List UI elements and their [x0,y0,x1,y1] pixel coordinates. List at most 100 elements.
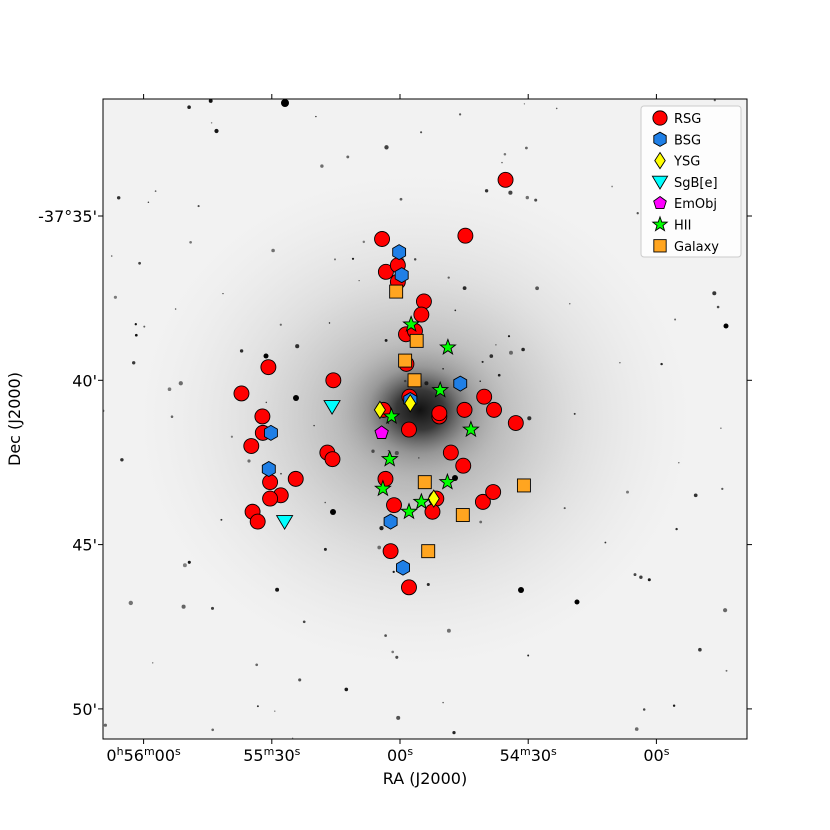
data-point [400,502,418,520]
field-star [110,255,113,257]
field-star [563,507,566,510]
data-point [394,267,409,284]
field-star [279,323,282,326]
data-point [457,227,474,244]
field-star [167,387,172,392]
field-star [187,105,191,109]
field-star [507,335,511,338]
field-star [534,198,538,202]
field-star [134,333,138,337]
field-star [315,115,317,118]
data-point [396,559,410,576]
field-star [501,161,503,164]
field-star [446,628,451,633]
data-point [392,244,407,261]
field-star [523,103,526,105]
field-star [634,727,639,731]
field-star [454,309,457,312]
field-star [265,401,268,404]
legend-label: Galaxy [674,240,719,255]
legend-label: EmObj [674,197,717,212]
data-point [402,315,420,332]
field-star [693,493,698,498]
data-point [456,401,473,418]
data-point [398,353,413,368]
field-star [442,701,444,704]
field-star [396,715,401,720]
field-star [147,201,150,204]
field-star [358,280,360,282]
field-star [328,322,331,324]
field-star [151,662,154,664]
data-point [275,515,294,530]
data-point [380,449,399,467]
data-point [413,306,430,323]
field-star [452,730,456,735]
field-star [535,286,539,291]
field-star [222,292,224,295]
data-point [324,451,341,468]
data-point [374,231,391,247]
field-star [154,190,157,192]
y-tick-label: 50' [72,700,97,719]
field-star [626,490,629,494]
field-star [698,647,702,652]
data-point [287,470,304,487]
data-point [516,478,531,493]
data-point [254,408,271,425]
legend-marker [654,151,666,170]
data-point [243,438,260,454]
data-point [412,492,431,510]
field-star [716,305,720,309]
field-star [447,276,450,279]
data-point [382,543,399,560]
data-point [260,359,277,376]
field-star [384,634,387,637]
field-star [395,655,399,659]
field-star [324,501,326,504]
series-galaxy [389,284,531,559]
series-emobj [374,425,389,439]
x-axis-label: RA (J2000) [383,769,467,788]
data-point [431,380,450,398]
data-point [427,489,440,508]
bright-star [263,353,269,359]
field-star [256,705,259,708]
field-star [280,472,282,475]
field-star [611,185,613,188]
field-star [247,459,251,463]
legend-box [640,105,742,258]
field-star [674,318,677,321]
x-tick-label: 55m30s [243,745,300,765]
x-tick-label: 00s [387,745,413,765]
series-hii [374,315,480,520]
legend: RSG BSG YSG SgB[e] EmObj HII Galaxy [640,105,742,258]
field-star [525,146,528,150]
field-star [723,608,728,613]
field-star [181,604,186,609]
data-point [382,407,401,424]
field-star [675,527,678,531]
field-star [271,248,275,253]
bright-star [330,509,336,515]
field-star [639,575,643,579]
data-point [323,400,341,415]
data-point [438,472,457,490]
field-star [384,338,388,342]
field-star [678,462,680,464]
field-star [220,518,223,521]
field-star [479,380,481,383]
field-star [210,606,215,610]
plot-frame [102,98,748,740]
field-star [555,107,558,110]
field-star [377,545,382,550]
field-star [208,99,213,103]
field-star [413,258,417,261]
data-point [374,479,392,497]
field-star [170,415,174,418]
field-star [479,520,483,524]
field-star [647,578,651,582]
y-tick-label: 40' [72,371,97,390]
data-point [249,513,266,530]
